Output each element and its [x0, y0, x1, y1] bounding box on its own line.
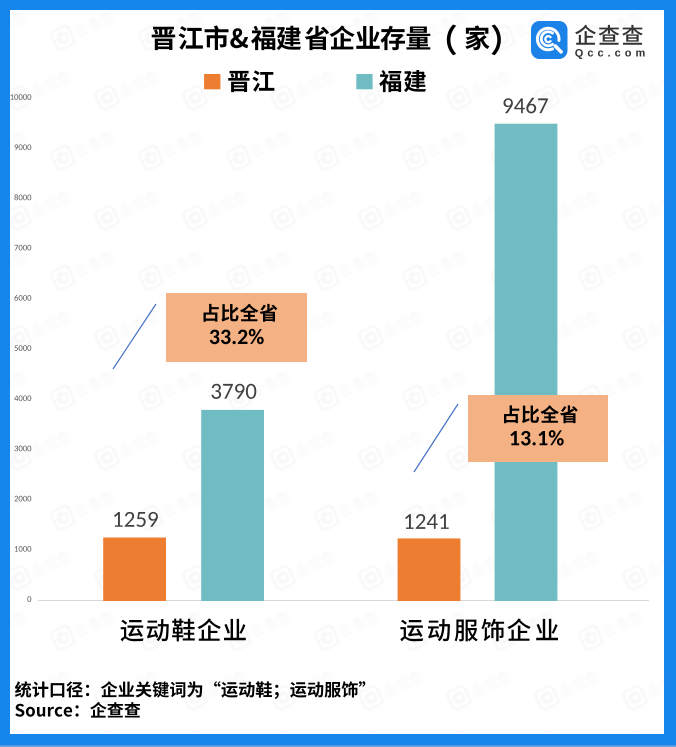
svg-text:Qcc.com: Qcc.com [575, 47, 649, 59]
